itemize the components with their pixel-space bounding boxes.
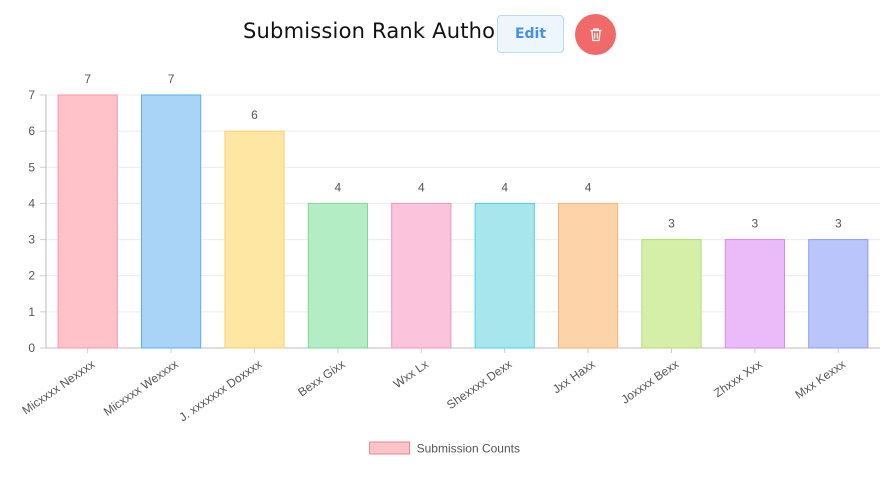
- data-label: 4: [585, 180, 592, 194]
- axes: [40, 94, 839, 353]
- data-label: 4: [335, 180, 342, 194]
- x-tick-label: Shexxxx Dexx: [444, 357, 514, 412]
- bar[interactable]: [140, 94, 202, 349]
- edit-button[interactable]: Edit: [497, 15, 564, 53]
- bar[interactable]: [224, 130, 285, 349]
- x-tick-label: Joxxxx Bexx: [619, 357, 682, 407]
- legend: Submission Counts: [369, 441, 520, 456]
- data-label: 6: [251, 108, 258, 122]
- y-tick-label: 6: [28, 124, 35, 138]
- bars: [57, 94, 869, 349]
- y-tick-label: 0: [28, 341, 35, 355]
- legend-label: Submission Counts: [417, 442, 520, 456]
- x-tick-label: Jxx Haxx: [550, 357, 598, 396]
- data-label: 3: [668, 217, 675, 231]
- bar[interactable]: [641, 239, 702, 349]
- bar[interactable]: [391, 202, 452, 349]
- bar[interactable]: [724, 239, 786, 349]
- y-tick-label: 1: [28, 305, 35, 319]
- y-tick-label: 7: [28, 88, 35, 102]
- delete-button[interactable]: [575, 14, 616, 55]
- x-tick-label: Micxxxx Wexxxx: [101, 357, 181, 419]
- x-tick-label: Bexx Gixx: [295, 357, 347, 399]
- y-tick-label: 2: [28, 269, 35, 283]
- data-label: 3: [835, 217, 842, 231]
- bar[interactable]: [557, 202, 619, 349]
- data-label: 4: [501, 180, 508, 194]
- bar[interactable]: [57, 94, 118, 349]
- y-tick-label: 5: [28, 160, 35, 174]
- bar[interactable]: [474, 202, 535, 349]
- x-tick-label: Zhxxx Xxx: [711, 357, 764, 400]
- data-label: 7: [168, 72, 175, 86]
- y-tick-label: 3: [28, 233, 35, 247]
- x-tick-label: J. xxxxxxx Doxxxx: [176, 357, 264, 424]
- data-label: 3: [752, 217, 759, 231]
- data-label: 7: [84, 72, 91, 86]
- chart-header: Submission Rank Author Edit: [0, 0, 891, 70]
- bar[interactable]: [808, 239, 869, 349]
- x-tick-label: Mxx Kexxx: [792, 357, 848, 402]
- chart-title: Submission Rank Author: [243, 19, 505, 43]
- y-tick-label: 4: [28, 196, 35, 210]
- trash-icon: [590, 28, 601, 42]
- x-tick-label: Micxxxx Nexxxx: [19, 357, 97, 417]
- data-label: 4: [418, 180, 425, 194]
- bar[interactable]: [307, 202, 369, 349]
- x-tick-label: Wxx Lx: [391, 357, 431, 391]
- legend-swatch[interactable]: [369, 441, 411, 455]
